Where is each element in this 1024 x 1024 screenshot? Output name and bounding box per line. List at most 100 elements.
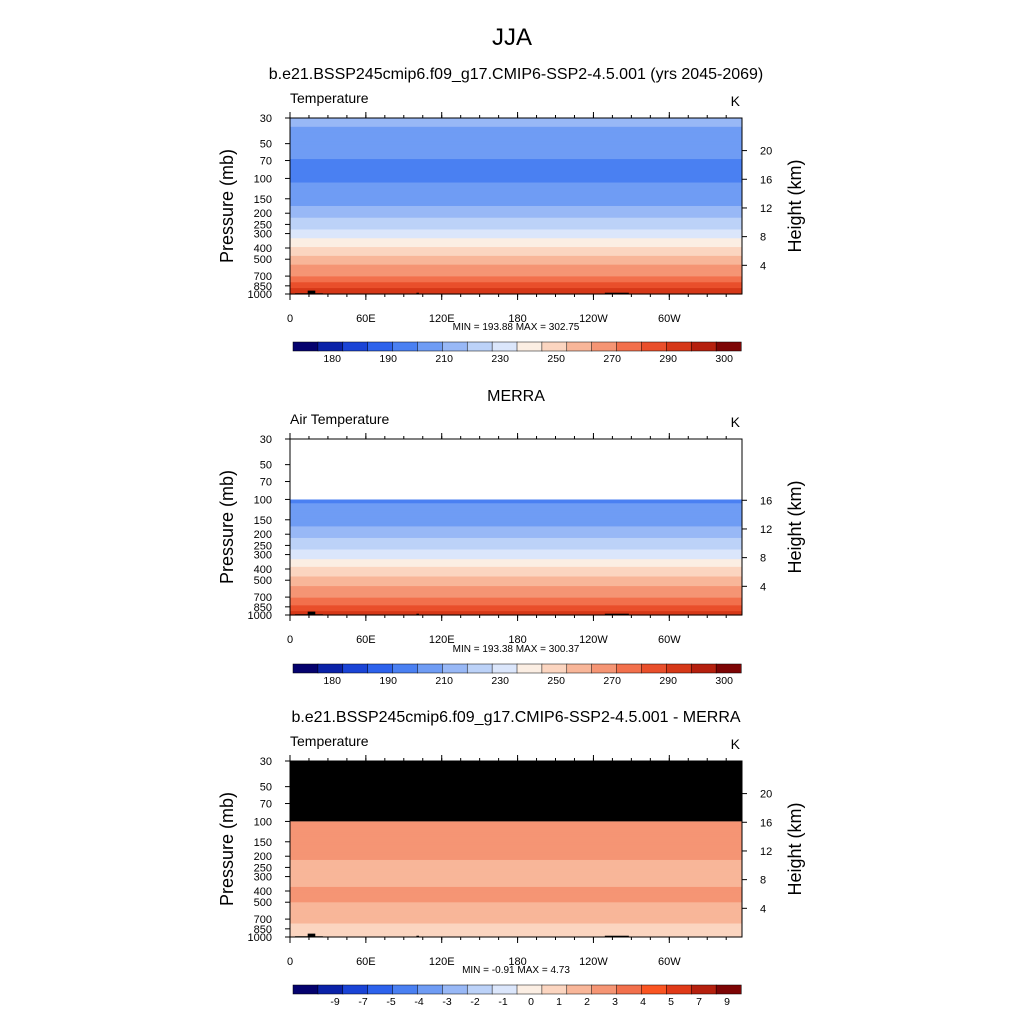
y-tick-label: 850: [254, 924, 272, 936]
contour-band: [290, 261, 742, 266]
colorbar-swatch: [491, 341, 518, 352]
contour-band: [290, 908, 742, 911]
contour-band: [290, 562, 742, 566]
panel-title: MERRA: [487, 388, 545, 405]
colorbar-swatch: [690, 663, 717, 674]
contour-band: [290, 867, 742, 871]
contour-bands: [290, 118, 742, 295]
contour-band: [290, 580, 742, 583]
contour-band: [290, 865, 742, 869]
contour-band: [290, 886, 742, 890]
contour-band: [290, 501, 742, 504]
contour-band: [290, 915, 742, 919]
contour-band: [290, 537, 742, 541]
contour-band: [290, 179, 742, 184]
contour-band: [290, 144, 742, 148]
contour-band: [290, 873, 742, 876]
height-tick-label: 8: [760, 553, 766, 565]
colorbar-label: 5: [668, 996, 674, 1008]
contour-band: [290, 911, 742, 915]
colorbar-swatch: [616, 341, 642, 352]
x-tick-label: 120W: [579, 956, 608, 968]
contour-band: [290, 126, 742, 131]
contour-band: [290, 933, 742, 936]
contour-band: [290, 270, 742, 275]
contour-band: [290, 291, 742, 295]
contour-band: [290, 603, 742, 606]
contour-band: [290, 182, 742, 187]
y-tick-label: 700: [254, 271, 272, 283]
contour-band: [290, 601, 742, 605]
colorbar-swatch: [666, 984, 692, 995]
contour-band: [290, 836, 742, 840]
contour-band: [290, 823, 742, 826]
contour-band: [290, 120, 742, 125]
y-axis-label: Pressure (mb): [217, 149, 237, 263]
contour-band: [290, 881, 742, 884]
contour-band: [290, 255, 742, 260]
contour-band: [290, 607, 742, 610]
x-tick-label: 0: [287, 956, 293, 968]
contour-band: [290, 904, 742, 907]
colorbar-label: 190: [379, 675, 397, 687]
contour-band: [290, 570, 742, 574]
colorbar-label: 230: [491, 353, 509, 365]
colorbar-swatch: [367, 663, 394, 674]
y-tick-label: 200: [254, 529, 272, 541]
contour-band: [290, 530, 742, 533]
colorbar-swatch: [392, 984, 418, 995]
contour-band: [290, 200, 742, 204]
contour-band: [290, 203, 742, 207]
contour-band: [290, 858, 742, 861]
y-tick-label: 1000: [248, 610, 272, 622]
contour-band: [290, 557, 742, 560]
contour-band: [290, 123, 742, 128]
y-tick-label: 250: [254, 219, 272, 231]
y-tick-label: 500: [254, 575, 272, 587]
colorbar-swatch: [442, 341, 468, 352]
contour-band: [290, 593, 742, 597]
colorbar-swatch: [292, 341, 319, 352]
colorbar-swatch: [591, 663, 618, 674]
colorbar-label: 290: [659, 675, 677, 687]
contour-band: [290, 921, 742, 925]
panels: b.e21.BSSP245cmip6.f09_g17.CMIP6-SSP2-4.…: [217, 66, 805, 1008]
contour-band: [290, 859, 742, 863]
contour-band: [290, 869, 742, 873]
contour-band: [290, 220, 742, 225]
colorbar-swatch: [541, 984, 568, 995]
contour-band: [290, 150, 742, 154]
colorbar: -9 -7 -5 -4 -3 -2 -1 0 1 2 3 4 5 7 9: [292, 984, 742, 1008]
y-tick-label: 30: [260, 113, 272, 125]
contour-band: [290, 512, 742, 516]
min-max-label: MIN = -0.91 MAX = 4.73: [462, 965, 570, 976]
contour-band: [290, 574, 742, 578]
y-tick-label: 50: [260, 782, 272, 794]
colorbar-label: 180: [323, 353, 341, 365]
contour-band: [290, 561, 742, 564]
contour-band: [290, 929, 742, 932]
contour-band: [290, 840, 742, 844]
min-max-label: MIN = 193.88 MAX = 302.75: [453, 322, 580, 333]
contour-band: [290, 247, 742, 251]
contour-band: [290, 244, 742, 248]
x-tick-label: 120W: [579, 313, 608, 325]
y-tick-label: 850: [254, 281, 272, 293]
contour-band: [290, 559, 742, 562]
contour-band: [290, 197, 742, 201]
x-tick-label: 120E: [429, 313, 455, 325]
contour-band: [290, 156, 742, 160]
y-tick-label: 500: [254, 254, 272, 266]
contour-band: [290, 892, 742, 896]
contour-band: [290, 599, 742, 603]
contour-band: [290, 191, 742, 195]
colorbar-swatch: [367, 341, 394, 352]
contour-bands: [290, 439, 742, 616]
colorbar-swatch: [641, 341, 667, 352]
contour-band: [290, 925, 742, 928]
y-tick-label: 1000: [248, 289, 272, 301]
units-label: K: [731, 736, 741, 752]
colorbar-label: 9: [724, 996, 730, 1008]
colorbar-swatch: [566, 984, 593, 995]
